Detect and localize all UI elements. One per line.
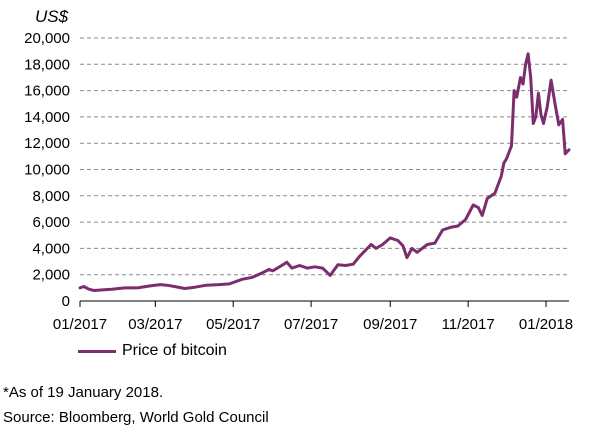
x-axis: 01/2017 03/2017 05/2017 07/2017 09/2017 11/20… bbox=[53, 300, 573, 333]
y-tick-label: 4,000 bbox=[32, 240, 70, 257]
source-note: Source: Bloomberg, World Gold Council bbox=[3, 409, 269, 426]
y-axis-ticks: 0 2,000 4,000 6,000 8,000 10,000 12,000 14,000 1… bbox=[24, 30, 70, 310]
y-tick-label: 12,000 bbox=[24, 135, 70, 152]
gridlines bbox=[80, 37, 569, 276]
y-tick-label: 14,000 bbox=[24, 109, 70, 126]
bitcoin-price-chart: US$ 0 2,000 4,000 6,000 8,000 10,000 12,000 14,… bbox=[24, 7, 573, 333]
series-layer bbox=[78, 52, 571, 292]
y-tick-label: 20,000 bbox=[24, 30, 70, 47]
x-tick-label: 07/2017 bbox=[284, 316, 338, 333]
x-tick-label: 01/2018 bbox=[519, 316, 573, 333]
y-tick-label: 0 bbox=[62, 293, 70, 310]
y-tick-label: 2,000 bbox=[32, 267, 70, 284]
x-tick-label: 09/2017 bbox=[363, 316, 417, 333]
x-tick-label: 05/2017 bbox=[206, 316, 260, 333]
legend-label: Price of bitcoin bbox=[122, 342, 227, 359]
y-tick-label: 16,000 bbox=[24, 83, 70, 100]
y-tick-label: 10,000 bbox=[24, 162, 70, 179]
y-tick-label: 8,000 bbox=[32, 188, 70, 205]
y-tick-label: 6,000 bbox=[32, 214, 70, 231]
footnote: *As of 19 January 2018. bbox=[3, 384, 164, 401]
x-tick-label: 03/2017 bbox=[128, 316, 182, 333]
x-tick-label: 11/2017 bbox=[442, 316, 495, 333]
y-unit-label: US$ bbox=[35, 7, 69, 26]
series-line-price-of-bitcoin bbox=[78, 52, 571, 292]
y-tick-label: 18,000 bbox=[24, 56, 70, 73]
legend: Price of bitcoin bbox=[78, 340, 227, 362]
x-tick-label: 01/2017 bbox=[53, 316, 107, 333]
legend-swatch bbox=[78, 349, 116, 353]
